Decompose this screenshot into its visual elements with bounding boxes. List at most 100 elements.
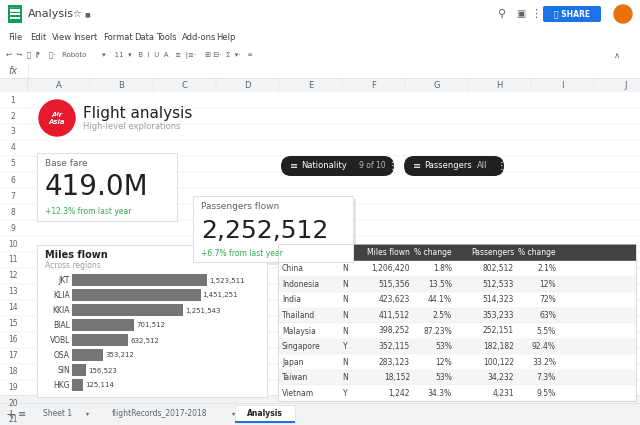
Text: 2: 2 xyxy=(11,111,15,121)
Text: BIAL: BIAL xyxy=(53,321,70,330)
Text: 514,323: 514,323 xyxy=(483,295,514,304)
Text: 353,212: 353,212 xyxy=(106,352,134,359)
Text: 72%: 72% xyxy=(540,295,556,304)
Text: ∧: ∧ xyxy=(614,51,620,60)
FancyBboxPatch shape xyxy=(72,319,134,331)
Text: N: N xyxy=(342,326,348,335)
Text: VOBL: VOBL xyxy=(50,336,70,345)
Text: ☆: ☆ xyxy=(72,9,81,19)
Text: N: N xyxy=(342,264,348,273)
FancyBboxPatch shape xyxy=(235,421,295,423)
Text: 4: 4 xyxy=(11,144,15,153)
Text: ↩  ↪  🖨  ⁋    🔍·   Roboto       ▾    11  ▾   B  I  U  A   ≡  |≡·    ⊞ ⊟·  Σ  ▾· : ↩ ↪ 🖨 ⁋ 🔍· Roboto ▾ 11 ▾ B I U A ≡ |≡· ⊞… xyxy=(6,51,253,59)
Text: +12.3% from last year: +12.3% from last year xyxy=(45,207,131,215)
Text: Add-ons: Add-ons xyxy=(182,32,216,42)
Text: Vietnam: Vietnam xyxy=(282,389,314,398)
FancyBboxPatch shape xyxy=(278,308,636,323)
Text: Across regions: Across regions xyxy=(45,261,100,269)
Text: 12%: 12% xyxy=(540,280,556,289)
Text: C: C xyxy=(182,80,188,90)
Text: flightRecords_2017-2018: flightRecords_2017-2018 xyxy=(112,410,207,419)
Text: 352,115: 352,115 xyxy=(379,342,410,351)
Text: % change: % change xyxy=(518,248,556,257)
Text: ✦: ✦ xyxy=(55,115,59,119)
Text: Miles flown: Miles flown xyxy=(45,250,108,260)
FancyBboxPatch shape xyxy=(72,349,103,361)
Text: 44.1%: 44.1% xyxy=(428,295,452,304)
Text: % change: % change xyxy=(414,248,452,257)
FancyBboxPatch shape xyxy=(235,405,295,423)
Text: D: D xyxy=(244,80,251,90)
Text: ⚲: ⚲ xyxy=(498,9,506,19)
Text: Sheet 1: Sheet 1 xyxy=(43,410,72,419)
Text: 9.5%: 9.5% xyxy=(537,389,556,398)
Text: +: + xyxy=(6,408,17,420)
Text: Singapore: Singapore xyxy=(282,342,321,351)
Text: 6: 6 xyxy=(11,176,15,184)
Text: Asia: Asia xyxy=(49,119,65,125)
Text: Passengers: Passengers xyxy=(424,162,472,170)
Text: Thailand: Thailand xyxy=(282,311,316,320)
Text: Miles flown: Miles flown xyxy=(367,248,410,257)
Text: ◼: ◼ xyxy=(84,11,90,17)
Text: 419.0M: 419.0M xyxy=(45,173,148,201)
Text: fx: fx xyxy=(8,66,17,76)
Text: 423,623: 423,623 xyxy=(379,295,410,304)
Text: B: B xyxy=(118,80,124,90)
FancyBboxPatch shape xyxy=(0,64,640,78)
FancyBboxPatch shape xyxy=(281,156,394,176)
Text: OSA: OSA xyxy=(54,351,70,360)
Text: 1: 1 xyxy=(11,96,15,105)
Text: 12: 12 xyxy=(8,272,18,280)
Text: 252,151: 252,151 xyxy=(483,326,514,335)
Text: ▾: ▾ xyxy=(86,411,88,416)
Circle shape xyxy=(614,5,632,23)
Text: Japan: Japan xyxy=(282,357,303,367)
Text: Y: Y xyxy=(342,342,348,351)
Text: N: N xyxy=(342,373,348,382)
Text: Malaysia: Malaysia xyxy=(282,326,316,335)
FancyBboxPatch shape xyxy=(0,0,640,28)
Text: 1,251,543: 1,251,543 xyxy=(185,308,220,314)
Text: 701,512: 701,512 xyxy=(136,323,165,329)
Text: H: H xyxy=(496,80,502,90)
FancyBboxPatch shape xyxy=(8,5,22,23)
Text: Passengers flown: Passengers flown xyxy=(201,201,279,210)
FancyBboxPatch shape xyxy=(278,385,636,401)
Text: 283,123: 283,123 xyxy=(379,357,410,367)
Text: 2.5%: 2.5% xyxy=(433,311,452,320)
Text: China: China xyxy=(282,264,304,273)
FancyBboxPatch shape xyxy=(72,379,83,391)
Text: 4,231: 4,231 xyxy=(492,389,514,398)
Text: View: View xyxy=(52,32,72,42)
FancyBboxPatch shape xyxy=(0,46,640,64)
Text: Indonesia: Indonesia xyxy=(282,280,319,289)
FancyBboxPatch shape xyxy=(278,370,636,385)
Text: 125,114: 125,114 xyxy=(85,382,114,388)
Text: 1.8%: 1.8% xyxy=(433,264,452,273)
Text: New: New xyxy=(337,248,353,257)
Text: 411,512: 411,512 xyxy=(379,311,410,320)
Text: 14: 14 xyxy=(8,303,18,312)
FancyBboxPatch shape xyxy=(10,7,20,21)
FancyBboxPatch shape xyxy=(72,364,86,376)
FancyBboxPatch shape xyxy=(0,78,640,92)
FancyBboxPatch shape xyxy=(0,28,640,46)
Text: 515,356: 515,356 xyxy=(378,280,410,289)
Text: Format: Format xyxy=(104,32,133,42)
FancyBboxPatch shape xyxy=(278,354,636,370)
Text: 🔒 SHARE: 🔒 SHARE xyxy=(554,9,590,19)
Text: Tools: Tools xyxy=(156,32,176,42)
Text: +6.7% from last year: +6.7% from last year xyxy=(201,249,283,258)
Text: 34,232: 34,232 xyxy=(488,373,514,382)
Text: Edit: Edit xyxy=(30,32,46,42)
Text: ⋮: ⋮ xyxy=(388,161,397,171)
FancyBboxPatch shape xyxy=(10,9,20,12)
Text: 632,512: 632,512 xyxy=(130,337,159,343)
Text: Flight analysis: Flight analysis xyxy=(83,105,193,121)
FancyBboxPatch shape xyxy=(278,277,636,292)
Text: SIN: SIN xyxy=(57,366,70,375)
Text: High-level explorations: High-level explorations xyxy=(83,122,180,130)
FancyBboxPatch shape xyxy=(8,5,22,23)
FancyBboxPatch shape xyxy=(278,323,636,339)
